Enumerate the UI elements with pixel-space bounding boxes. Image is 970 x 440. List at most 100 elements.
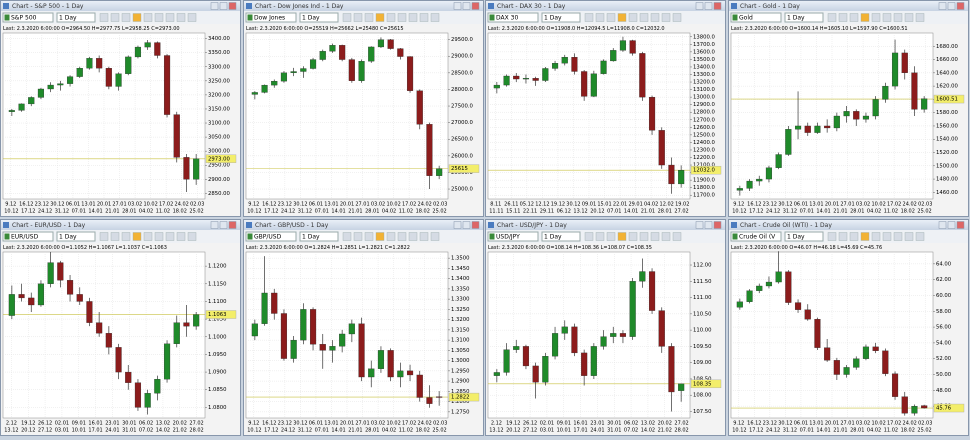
toolbar-button[interactable] <box>176 13 186 22</box>
maximize-button[interactable] <box>704 2 713 10</box>
minimize-button[interactable] <box>938 2 947 10</box>
timeframe-combo[interactable] <box>56 231 96 242</box>
minimize-button[interactable] <box>453 221 462 229</box>
toolbar-button[interactable] <box>121 13 131 22</box>
toolbar-button[interactable] <box>187 232 197 241</box>
symbol-combo[interactable] <box>487 231 539 242</box>
toolbar-button[interactable] <box>827 232 837 241</box>
toolbar-button[interactable] <box>606 232 616 241</box>
toolbar-button[interactable] <box>672 13 682 22</box>
toolbar-button[interactable] <box>375 232 385 241</box>
toolbar-button[interactable] <box>342 232 352 241</box>
toolbar-button[interactable] <box>342 13 352 22</box>
close-button[interactable] <box>471 221 480 229</box>
toolbar-button[interactable] <box>121 232 131 241</box>
close-button[interactable] <box>713 221 722 229</box>
toolbar-button[interactable] <box>364 13 374 22</box>
toolbar-button[interactable] <box>364 232 374 241</box>
close-button[interactable] <box>956 221 965 229</box>
toolbar-button[interactable] <box>827 13 837 22</box>
toolbar-button[interactable] <box>397 232 407 241</box>
symbol-combo[interactable] <box>730 12 782 23</box>
maximize-button[interactable] <box>947 221 956 229</box>
symbol-combo[interactable] <box>2 12 54 23</box>
toolbar-button[interactable] <box>99 13 109 22</box>
toolbar-button[interactable] <box>419 232 429 241</box>
toolbar-button[interactable] <box>904 232 914 241</box>
toolbar-button[interactable] <box>430 232 440 241</box>
toolbar-button[interactable] <box>628 232 638 241</box>
toolbar-button[interactable] <box>584 232 594 241</box>
toolbar-button[interactable] <box>154 13 164 22</box>
toolbar-button[interactable] <box>132 13 142 22</box>
toolbar-button[interactable] <box>860 13 870 22</box>
toolbar-button[interactable] <box>408 13 418 22</box>
toolbar-button[interactable] <box>838 232 848 241</box>
symbol-combo[interactable] <box>245 231 297 242</box>
toolbar-button[interactable] <box>408 232 418 241</box>
toolbar-button[interactable] <box>650 232 660 241</box>
close-button[interactable] <box>471 2 480 10</box>
toolbar-button[interactable] <box>838 13 848 22</box>
minimize-button[interactable] <box>210 221 219 229</box>
maximize-button[interactable] <box>462 2 471 10</box>
close-button[interactable] <box>228 221 237 229</box>
toolbar-button[interactable] <box>904 13 914 22</box>
toolbar-button[interactable] <box>143 13 153 22</box>
minimize-button[interactable] <box>938 221 947 229</box>
close-button[interactable] <box>956 2 965 10</box>
toolbar-button[interactable] <box>915 232 925 241</box>
toolbar-button[interactable] <box>617 232 627 241</box>
toolbar-button[interactable] <box>419 13 429 22</box>
timeframe-combo[interactable] <box>541 231 581 242</box>
timeframe-combo[interactable] <box>299 12 339 23</box>
toolbar-button[interactable] <box>672 232 682 241</box>
timeframe-combo[interactable] <box>784 231 824 242</box>
toolbar-button[interactable] <box>606 13 616 22</box>
toolbar-button[interactable] <box>353 13 363 22</box>
toolbar-button[interactable] <box>849 232 859 241</box>
symbol-combo[interactable] <box>245 12 297 23</box>
symbol-combo[interactable] <box>487 12 539 23</box>
toolbar-button[interactable] <box>650 13 660 22</box>
minimize-button[interactable] <box>695 221 704 229</box>
toolbar-button[interactable] <box>893 232 903 241</box>
timeframe-combo[interactable] <box>541 12 581 23</box>
toolbar-button[interactable] <box>110 13 120 22</box>
toolbar-button[interactable] <box>639 232 649 241</box>
toolbar-button[interactable] <box>617 13 627 22</box>
minimize-button[interactable] <box>453 2 462 10</box>
toolbar-button[interactable] <box>154 232 164 241</box>
toolbar-button[interactable] <box>132 232 142 241</box>
toolbar-button[interactable] <box>143 232 153 241</box>
timeframe-combo[interactable] <box>56 12 96 23</box>
toolbar-button[interactable] <box>584 13 594 22</box>
toolbar-button[interactable] <box>849 13 859 22</box>
toolbar-button[interactable] <box>165 13 175 22</box>
toolbar-button[interactable] <box>386 13 396 22</box>
toolbar-button[interactable] <box>860 232 870 241</box>
toolbar-button[interactable] <box>639 13 649 22</box>
toolbar-button[interactable] <box>187 13 197 22</box>
toolbar-button[interactable] <box>165 232 175 241</box>
toolbar-button[interactable] <box>882 232 892 241</box>
toolbar-button[interactable] <box>915 13 925 22</box>
toolbar-button[interactable] <box>386 232 396 241</box>
minimize-button[interactable] <box>695 2 704 10</box>
toolbar-button[interactable] <box>430 13 440 22</box>
toolbar-button[interactable] <box>110 232 120 241</box>
toolbar-button[interactable] <box>661 232 671 241</box>
maximize-button[interactable] <box>462 221 471 229</box>
toolbar-button[interactable] <box>595 13 605 22</box>
close-button[interactable] <box>713 2 722 10</box>
toolbar-button[interactable] <box>176 232 186 241</box>
toolbar-button[interactable] <box>397 13 407 22</box>
toolbar-button[interactable] <box>871 13 881 22</box>
toolbar-button[interactable] <box>375 13 385 22</box>
toolbar-button[interactable] <box>871 232 881 241</box>
symbol-combo[interactable] <box>2 231 54 242</box>
timeframe-combo[interactable] <box>299 231 339 242</box>
toolbar-button[interactable] <box>628 13 638 22</box>
close-button[interactable] <box>228 2 237 10</box>
symbol-combo[interactable] <box>730 231 782 242</box>
